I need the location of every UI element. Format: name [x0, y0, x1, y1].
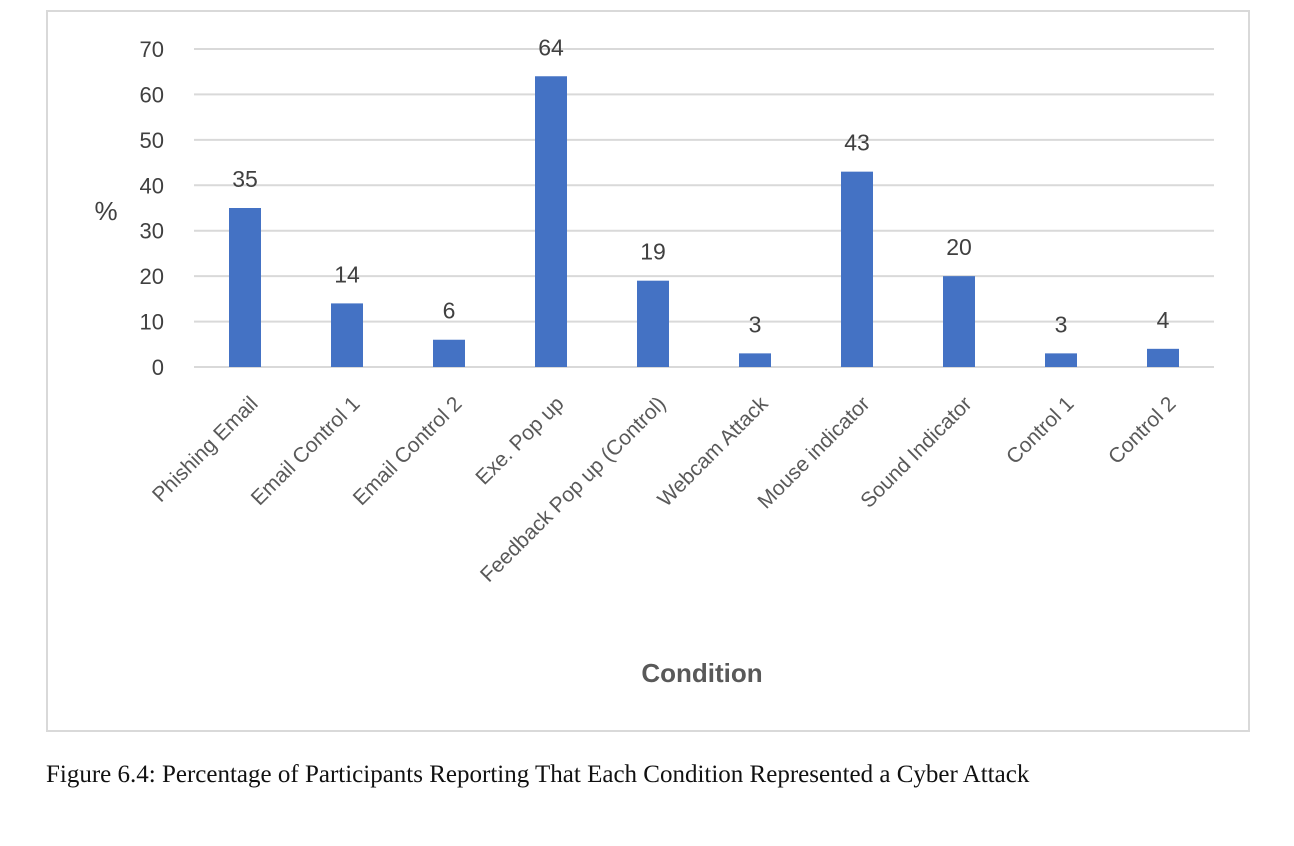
y-axis-title: %: [94, 196, 117, 226]
data-label: 4: [1157, 307, 1170, 333]
data-label: 43: [844, 130, 870, 156]
data-label: 20: [946, 234, 972, 260]
gridlines: [194, 48, 1214, 368]
y-axis-ticks: 0 10 20 30 40 50 60 70: [140, 37, 164, 380]
bar: [229, 208, 261, 367]
bar: [433, 339, 465, 367]
figure-caption: Figure 6.4: Percentage of Participants R…: [46, 761, 1030, 788]
y-tick-label: 60: [140, 82, 164, 107]
y-tick-label: 10: [140, 310, 164, 335]
bar: [637, 280, 669, 367]
data-labels: 35 14 6 64 19 3 43 20 3 4: [232, 34, 1169, 337]
x-tick-label: Feedback Pop up (Control): [476, 392, 671, 587]
y-tick-label: 70: [140, 37, 164, 62]
data-label: 6: [443, 298, 456, 324]
bar: [943, 276, 975, 367]
x-tick-label: Control 1: [1002, 392, 1079, 469]
y-tick-label: 30: [140, 219, 164, 244]
bar: [1147, 348, 1179, 367]
bar: [739, 353, 771, 367]
x-tick-label: Webcam Attack: [653, 392, 773, 512]
x-tick-label: Email Control 1: [247, 392, 365, 510]
data-label: 64: [538, 34, 564, 60]
x-tick-label: Sound Indicator: [856, 392, 976, 512]
x-tick-label: Control 2: [1104, 392, 1181, 469]
data-label: 3: [1055, 311, 1068, 337]
y-tick-label: 0: [152, 355, 164, 380]
data-label: 14: [334, 261, 360, 287]
data-label: 3: [749, 311, 762, 337]
data-label: 35: [232, 166, 258, 192]
y-tick-label: 20: [140, 264, 164, 289]
bar: [535, 76, 567, 367]
bar: [841, 171, 873, 367]
bar-chart: 0 10 20 30 40 50 60 70 35 14 6 64 19 3 43 20 3 4 Phishin…: [94, 34, 1214, 688]
x-tick-label: Phishing Email: [148, 392, 262, 506]
y-tick-label: 40: [140, 173, 164, 198]
bar: [1045, 353, 1077, 367]
x-axis-title: Condition: [641, 658, 762, 688]
bars: [229, 76, 1179, 367]
chart-frame: 0 10 20 30 40 50 60 70 35 14 6 64 19 3 43 20 3 4 Phishin…: [46, 10, 1250, 732]
x-tick-label: Email Control 2: [349, 392, 467, 510]
bar: [331, 303, 363, 367]
data-label: 19: [640, 239, 666, 265]
y-tick-label: 50: [140, 128, 164, 153]
x-tick-label: Exe. Pop up: [471, 392, 568, 489]
